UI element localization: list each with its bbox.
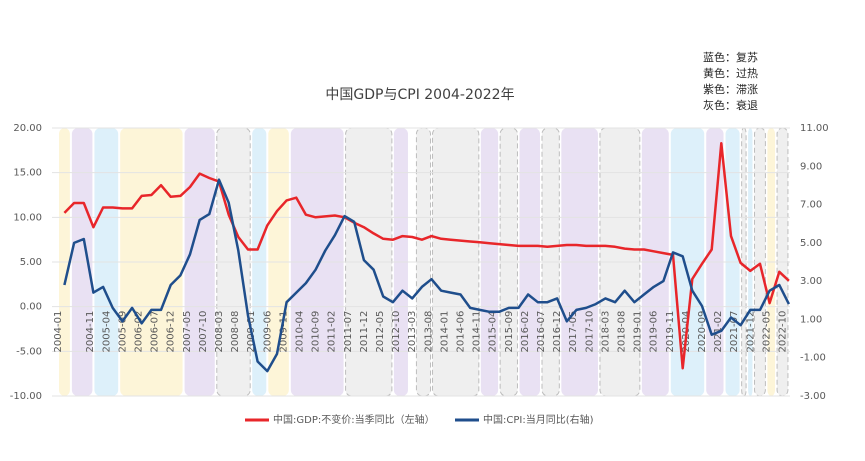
x-tick-label: 2015-09 xyxy=(504,311,515,353)
x-tick-label: 2020-09 xyxy=(697,311,708,353)
y2-tick-label: 3.00 xyxy=(800,276,822,287)
x-tick-label: 2004-11 xyxy=(85,311,96,353)
phase-note: 灰色：衰退 xyxy=(703,98,758,112)
chart-title: 中国GDP与CPI 2004-2022年 xyxy=(325,87,514,103)
y-tick-label: 10.00 xyxy=(13,212,42,223)
x-tick-label: 2011-07 xyxy=(343,311,354,353)
x-tick-label: 2009-11 xyxy=(278,311,289,353)
x-tick-label: 2017-05 xyxy=(568,311,579,353)
y2-tick-label: 1.00 xyxy=(800,314,822,325)
x-tick-label: 2017-10 xyxy=(584,311,595,353)
x-tick-label: 2012-10 xyxy=(391,311,402,353)
phase-note: 黄色：过热 xyxy=(703,66,758,80)
x-tick-label: 2007-10 xyxy=(198,311,209,353)
y-tick-label: -5.00 xyxy=(16,346,42,357)
x-tick-label: 2006-02 xyxy=(134,311,145,353)
x-tick-label: 2014-11 xyxy=(472,311,483,353)
x-tick-label: 2022-10 xyxy=(778,311,789,353)
y2-tick-label: -1.00 xyxy=(800,353,826,364)
y-tick-label: 5.00 xyxy=(20,257,42,268)
x-tick-label: 2011-12 xyxy=(359,311,370,353)
x-tick-label: 2005-09 xyxy=(117,311,128,353)
x-tick-label: 2018-03 xyxy=(600,311,611,353)
x-tick-label: 2016-02 xyxy=(520,311,531,353)
x-tick-label: 2006-12 xyxy=(166,311,177,353)
x-tick-label: 2014-01 xyxy=(439,311,450,353)
x-tick-label: 2011-02 xyxy=(327,311,338,353)
x-tick-label: 2010-04 xyxy=(295,311,306,353)
legend-label: 中国:GDP:不变价:当季同比（左轴） xyxy=(273,413,435,426)
x-tick-label: 2013-03 xyxy=(407,311,418,353)
x-tick-label: 2019-06 xyxy=(649,311,660,353)
x-tick-label: 2007-05 xyxy=(182,311,193,353)
x-tick-label: 2016-12 xyxy=(552,311,563,353)
x-tick-label: 2008-08 xyxy=(230,311,241,353)
x-tick-label: 2004-01 xyxy=(53,311,64,353)
y2-tick-label: 11.00 xyxy=(800,123,829,134)
x-tick-label: 2019-11 xyxy=(665,311,676,353)
y-tick-label: -10.00 xyxy=(10,391,42,402)
x-tick-label: 2006-07 xyxy=(150,311,161,353)
legend-label: 中国:CPI:当月同比(右轴) xyxy=(483,413,594,426)
x-tick-label: 2013-08 xyxy=(423,311,434,353)
y2-tick-label: -3.00 xyxy=(800,391,826,402)
x-tick-label: 2009-06 xyxy=(262,311,273,353)
phase-note: 紫色：滞涨 xyxy=(703,82,758,96)
y2-tick-label: 5.00 xyxy=(800,238,822,249)
phase-note: 蓝色：复苏 xyxy=(703,50,758,64)
series-line xyxy=(63,178,791,373)
y-tick-label: 15.00 xyxy=(13,168,42,179)
x-tick-label: 2008-03 xyxy=(214,311,225,353)
x-tick-label: 2022-05 xyxy=(761,311,772,353)
x-tick-label: 2016-07 xyxy=(536,311,547,353)
x-tick-label: 2005-04 xyxy=(101,311,112,353)
x-tick-label: 2010-09 xyxy=(311,311,322,353)
series-line xyxy=(63,141,790,370)
y2-tick-label: 7.00 xyxy=(800,200,822,211)
x-tick-label: 2015-04 xyxy=(488,311,499,353)
x-tick-label: 2021-07 xyxy=(729,311,740,353)
y-tick-label: 20.00 xyxy=(13,123,42,134)
x-tick-label: 2019-01 xyxy=(633,311,644,353)
x-tick-label: 2018-08 xyxy=(617,311,628,353)
y2-tick-label: 9.00 xyxy=(800,161,822,172)
y-tick-label: 0.00 xyxy=(20,302,42,313)
x-tick-label: 2012-05 xyxy=(375,311,386,353)
x-tick-label: 2021-12 xyxy=(745,311,756,353)
x-tick-label: 2014-06 xyxy=(456,311,467,353)
